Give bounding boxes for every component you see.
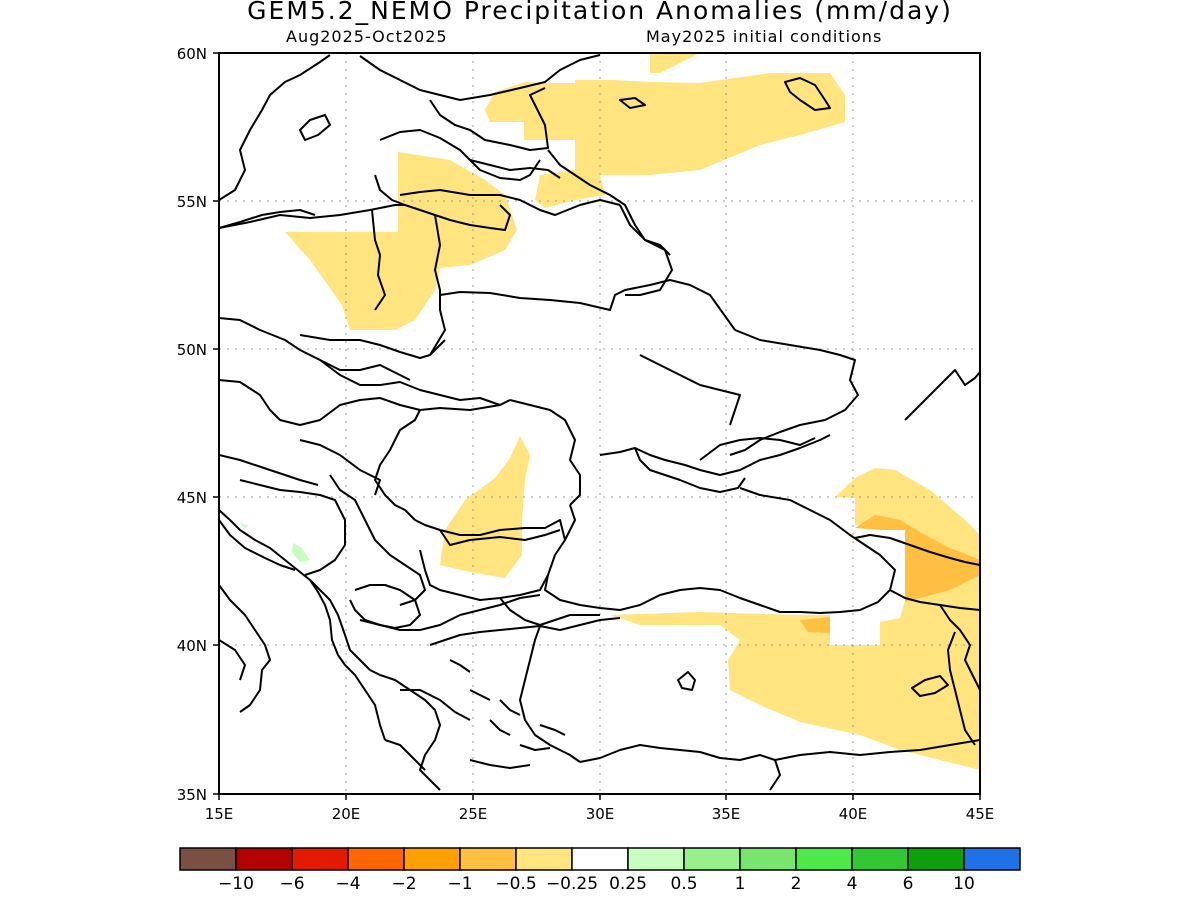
colorbar-swatch bbox=[684, 848, 740, 870]
colorbar-swatch bbox=[348, 848, 404, 870]
colorbar-swatch bbox=[516, 848, 572, 870]
lon-tick-label: 15E bbox=[205, 805, 234, 823]
colorbar-swatch bbox=[460, 848, 516, 870]
colorbar-swatch bbox=[796, 848, 852, 870]
lon-tick-label: 25E bbox=[459, 805, 488, 823]
colorbar-swatch bbox=[628, 848, 684, 870]
lon-tick-label: 40E bbox=[839, 805, 868, 823]
colorbar-label: −10 bbox=[218, 874, 254, 894]
lon-tick-label: 35E bbox=[712, 805, 741, 823]
lon-tick-label: 45E bbox=[966, 805, 995, 823]
colorbar-swatch bbox=[292, 848, 348, 870]
colorbar-label: −4 bbox=[335, 874, 360, 894]
colorbar-label: −6 bbox=[279, 874, 304, 894]
colorbar-swatch bbox=[180, 848, 236, 870]
colorbar-swatch bbox=[964, 848, 1020, 870]
colorbar-swatch bbox=[236, 848, 292, 870]
colorbar-label: 2 bbox=[791, 874, 802, 894]
lon-tick-label: 30E bbox=[586, 805, 615, 823]
lat-tick-label: 40N bbox=[177, 637, 207, 655]
colorbar-label: 0.5 bbox=[670, 874, 697, 894]
lat-tick-label: 50N bbox=[177, 341, 207, 359]
colorbar-swatch bbox=[908, 848, 964, 870]
colorbar-label: −0.5 bbox=[495, 874, 536, 894]
lat-tick-label: 60N bbox=[177, 45, 207, 63]
lat-tick-label: 35N bbox=[177, 786, 207, 804]
colorbar-swatch bbox=[404, 848, 460, 870]
colorbar-swatch bbox=[572, 848, 628, 870]
colorbar-label: 10 bbox=[953, 874, 975, 894]
lon-tick-label: 20E bbox=[332, 805, 361, 823]
lat-tick-label: 55N bbox=[177, 193, 207, 211]
colorbar-label: −2 bbox=[391, 874, 416, 894]
colorbar-swatch bbox=[740, 848, 796, 870]
colorbar-label: 1 bbox=[735, 874, 746, 894]
colorbar-label: −1 bbox=[447, 874, 472, 894]
colorbar-swatch bbox=[852, 848, 908, 870]
colorbar: −10 −6 −4 −2 −1 −0.5 −0.25 0.25 0.5 1 2 4 6 10 bbox=[180, 848, 1020, 894]
colorbar-label: 6 bbox=[903, 874, 914, 894]
lat-tick-label: 45N bbox=[177, 489, 207, 507]
colorbar-label: 0.25 bbox=[609, 874, 647, 894]
colorbar-label: −0.25 bbox=[546, 874, 598, 894]
colorbar-label: 4 bbox=[847, 874, 858, 894]
